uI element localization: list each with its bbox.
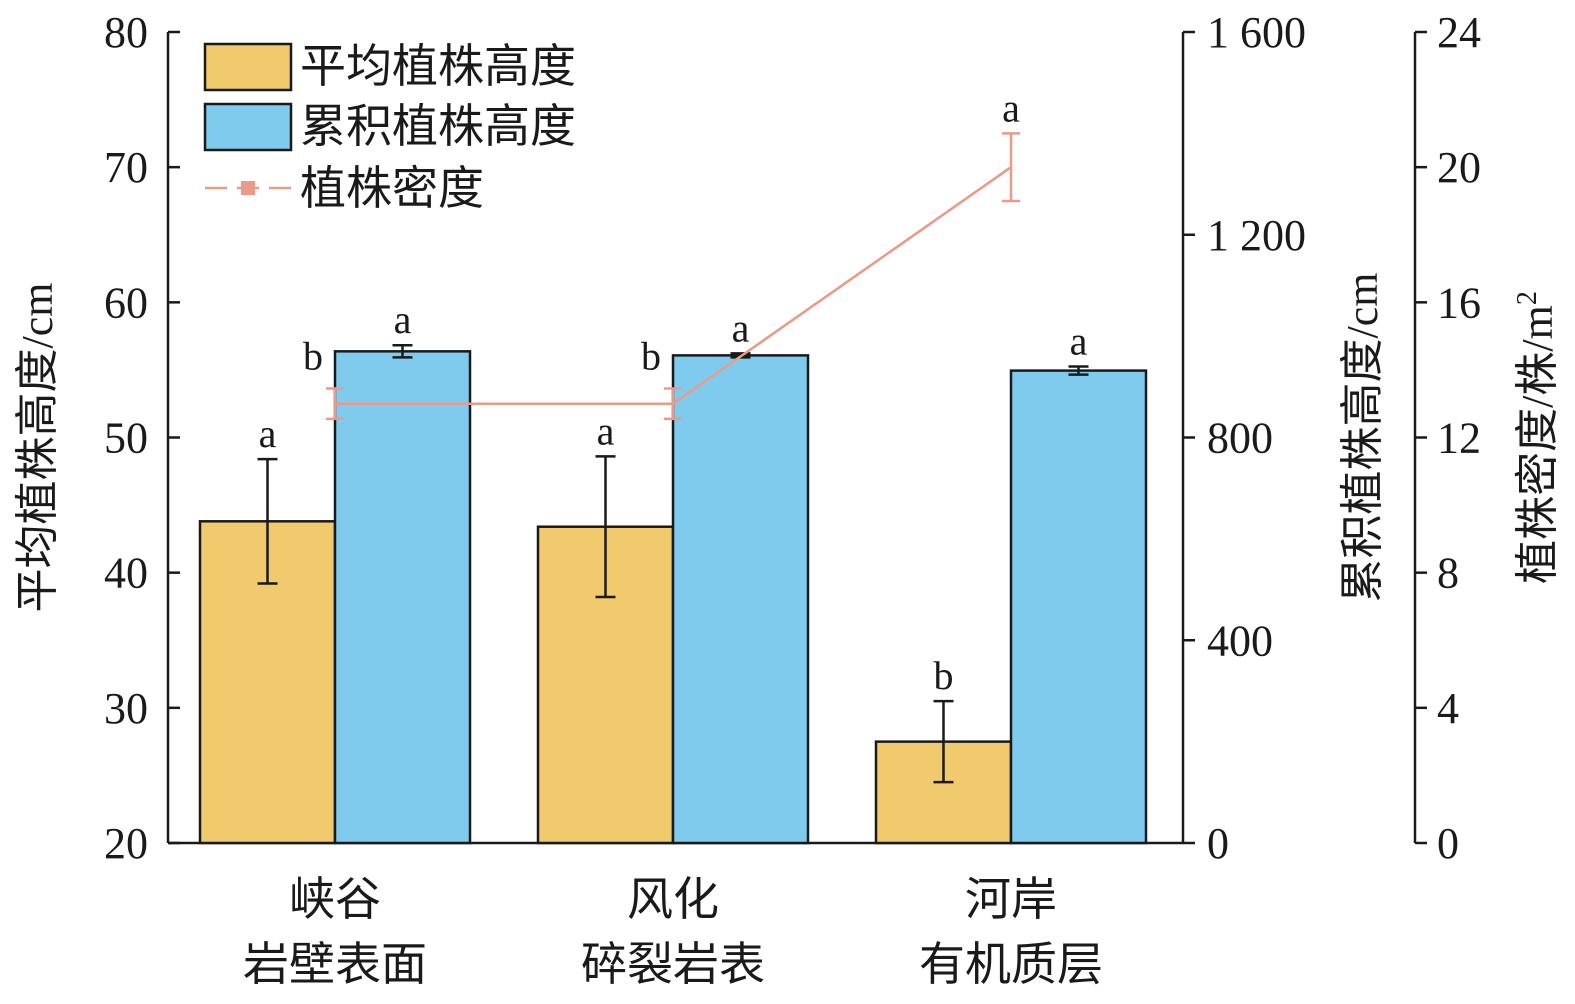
right-axis-2-tick-label: 4 bbox=[1437, 684, 1459, 733]
category-label-line-2: 有机质层 bbox=[919, 939, 1103, 990]
density-significance-label: b bbox=[641, 334, 661, 379]
right-axis-1-tick-label: 0 bbox=[1207, 819, 1229, 868]
right-axis-1-tick-label: 1 200 bbox=[1207, 211, 1306, 260]
legend-swatch-mean-height bbox=[203, 42, 293, 92]
right-axis-2-tick-label: 0 bbox=[1437, 819, 1459, 868]
left-axis-title: 平均植株高度/cm bbox=[13, 283, 62, 613]
right-axis-2-title: 植株密度/株/m2 bbox=[1512, 291, 1562, 584]
right-axis-2-tick-label: 20 bbox=[1437, 143, 1481, 192]
significance-label: b bbox=[934, 653, 954, 698]
category-label-line-1: 风化 bbox=[627, 874, 719, 925]
legend-label: 植株密度 bbox=[300, 163, 484, 214]
significance-label: a bbox=[597, 408, 615, 453]
right-axis-2-title-main: 植株密度/株/m bbox=[1513, 305, 1562, 584]
right-axis-2-tick-label: 16 bbox=[1437, 278, 1481, 327]
left-axis-tick-label: 80 bbox=[104, 8, 148, 57]
right-axis-1-tick-label: 400 bbox=[1207, 616, 1273, 665]
right-axis-1-tick-label: 1 600 bbox=[1207, 8, 1306, 57]
density-line-layer bbox=[326, 132, 1020, 421]
right-axis-2-title-superscript: 2 bbox=[1512, 291, 1543, 305]
density-significance-label: a bbox=[1002, 85, 1020, 130]
bar-cumulative-height bbox=[671, 354, 810, 845]
right-axis-2-tick-label: 12 bbox=[1437, 414, 1481, 463]
legend-label: 累积植株高度 bbox=[300, 101, 576, 152]
density-significance-label: b bbox=[303, 334, 323, 379]
left-axis-tick-label: 30 bbox=[104, 684, 148, 733]
left-axis-tick-label: 60 bbox=[104, 278, 148, 327]
category-label-line-1: 河岸 bbox=[965, 874, 1057, 925]
legend-swatch-cumulative-height bbox=[203, 102, 293, 152]
bar-cumulative-height bbox=[333, 350, 472, 845]
left-axis-tick-label: 40 bbox=[104, 549, 148, 598]
left-axis-tick-label: 50 bbox=[104, 414, 148, 463]
legend-swatch-density-marker bbox=[241, 181, 255, 195]
significance-label: a bbox=[394, 297, 412, 342]
legend-label: 平均植株高度 bbox=[300, 41, 576, 92]
significance-label: a bbox=[1070, 319, 1088, 364]
right-axis-1-tick-label: 800 bbox=[1207, 414, 1273, 463]
significance-label: a bbox=[732, 305, 750, 350]
bar-cumulative-height bbox=[1009, 369, 1148, 845]
category-label-line-1: 峡谷 bbox=[289, 874, 381, 925]
right-axis-1-title: 累积植株高度/cm bbox=[1338, 273, 1387, 603]
bars-layer bbox=[198, 343, 1148, 845]
category-label-line-2: 碎裂岩表 bbox=[581, 939, 765, 990]
right-axis-2-tick-label: 8 bbox=[1437, 549, 1459, 598]
significance-label: a bbox=[259, 411, 277, 456]
left-axis-tick-label: 20 bbox=[104, 819, 148, 868]
category-label-line-2: 岩壁表面 bbox=[243, 939, 427, 990]
left-axis-tick-label: 70 bbox=[104, 143, 148, 192]
right-axis-2-tick-label: 24 bbox=[1437, 8, 1481, 57]
